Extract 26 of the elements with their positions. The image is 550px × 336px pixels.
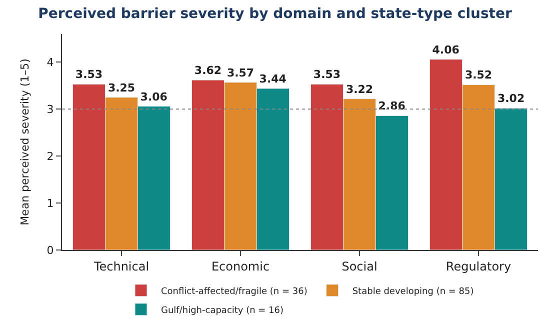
y-tick-label: 1 [46, 196, 54, 210]
y-axis-title: Mean perceived severity (1–5) [18, 58, 32, 226]
data-label: 3.62 [194, 64, 222, 78]
legend-label: Gulf/high-capacity (n = 16) [161, 306, 284, 316]
x-tick-label: Economic [211, 259, 270, 274]
legend-label: Stable developing (n = 85) [352, 286, 474, 297]
x-tick-label: Technical [92, 259, 150, 274]
data-label: 3.52 [464, 68, 492, 82]
data-label: 3.53 [313, 68, 341, 82]
data-label: 3.22 [346, 82, 374, 96]
y-tick-label: 3 [46, 102, 54, 116]
x-tick-label: Regulatory [446, 259, 512, 274]
y-tick-label: 0 [46, 244, 54, 257]
data-label: 3.57 [226, 66, 254, 80]
x-tick-label: Social [342, 259, 378, 274]
data-label: 3.44 [259, 72, 287, 86]
data-label: 4.06 [432, 43, 460, 56]
data-label: 3.02 [497, 92, 525, 106]
y-tick-label: 2 [46, 150, 54, 163]
data-label: 3.06 [140, 90, 168, 104]
data-label: 3.53 [75, 68, 103, 82]
legend-label: Conflict-affected/fragile (n = 36) [161, 286, 308, 297]
y-tick-label: 4 [46, 56, 54, 70]
chart-title: Perceived barrier severity by domain and state-type cluster [38, 6, 512, 22]
data-label: 3.25 [108, 81, 136, 94]
data-label: 2.86 [378, 100, 406, 113]
